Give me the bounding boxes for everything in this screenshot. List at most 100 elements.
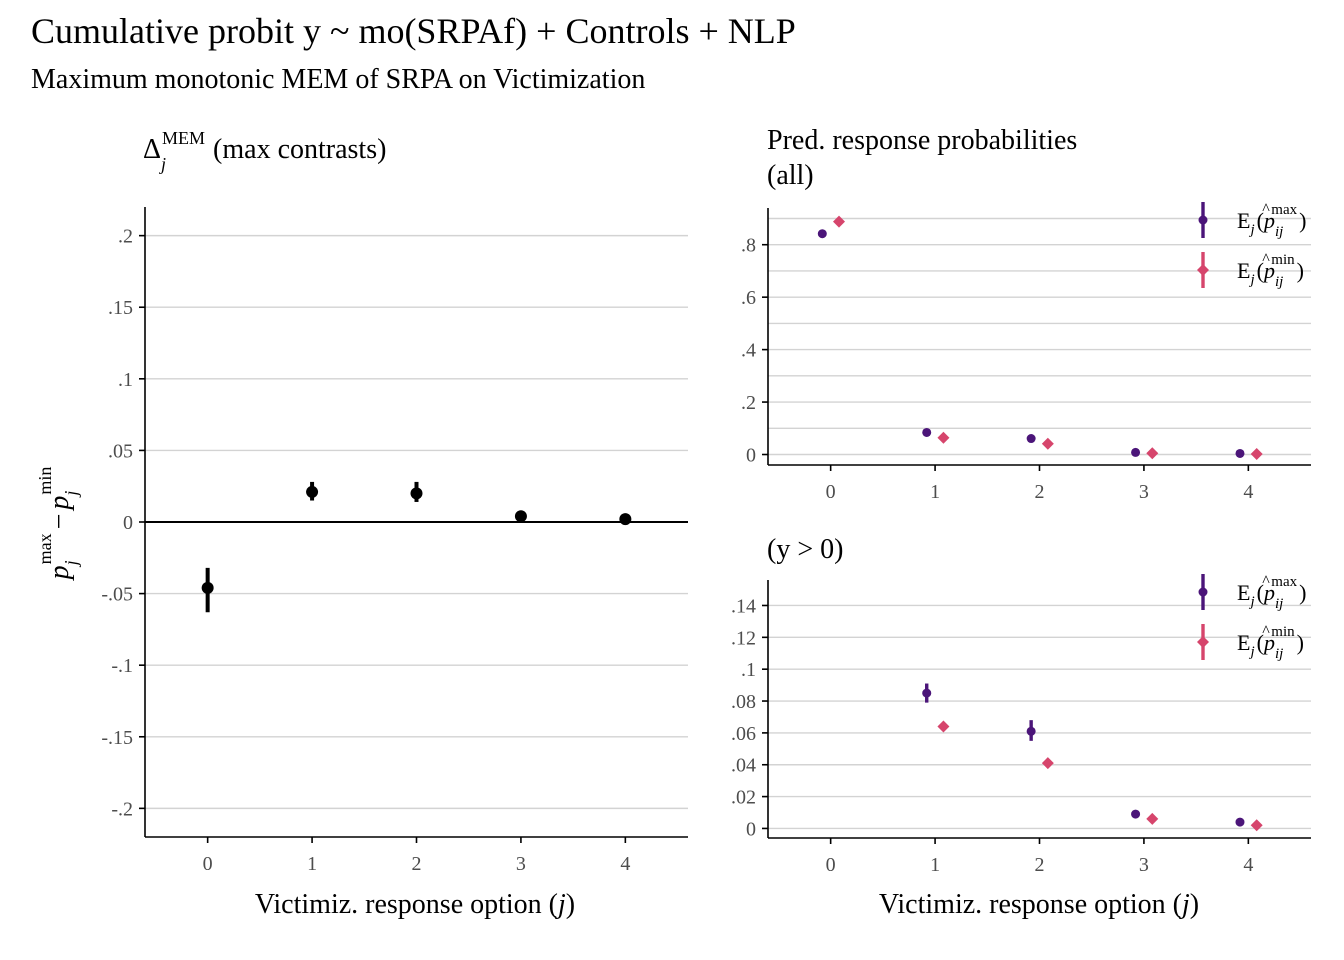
legend-hat: ^ [1262, 251, 1270, 268]
axes [762, 580, 1311, 844]
data-marks [817, 215, 1263, 460]
x-tick-labels: 0 1 2 3 4 [826, 854, 1254, 876]
point-max [1131, 809, 1141, 819]
y-axis-label: pjmax−pjmin [35, 467, 81, 582]
point-min [1041, 437, 1054, 450]
y-tick-label: .2 [118, 226, 133, 248]
point-max [1026, 434, 1036, 444]
point-min [1250, 447, 1263, 460]
x-axis-label: Victimiz. response option (j) [255, 889, 575, 920]
point-min [937, 431, 950, 444]
x-tick-label: 3 [1139, 854, 1149, 876]
legend-label-max: Ej(pijmax) [1237, 202, 1306, 240]
legend-hat: ^ [1262, 201, 1270, 218]
legend-key-dot [1198, 587, 1208, 597]
point-min [1250, 819, 1263, 832]
x-tick-label: 2 [412, 853, 422, 875]
point-contrast [514, 510, 527, 523]
y-tick-labels: .8 .6 .4 .2 0 [741, 235, 756, 467]
point-min [833, 215, 846, 228]
x-tick-label: 1 [930, 854, 940, 876]
panel-title-all: Pred. response probabilities [767, 125, 1077, 156]
y-tick-label: .1 [118, 369, 133, 391]
figure-subtitle: Maximum monotonic MEM of SRPA on Victimi… [31, 64, 645, 95]
y-tick-label: .6 [741, 287, 756, 309]
panel-title-positive: (y > 0) [767, 534, 843, 565]
point-min [937, 720, 950, 733]
point-contrast [201, 581, 214, 594]
y-tick-label: -.05 [101, 584, 133, 606]
x-tick-label: 3 [516, 853, 526, 875]
panel-max-contrasts: ΔjMEM (max contrasts) .2 .15 .1 .05 0 -.05 -.1 -… [35, 128, 688, 920]
x-tick-label: 0 [826, 854, 836, 876]
point-max [922, 427, 932, 437]
y-tick-label: .14 [731, 595, 756, 617]
y-tick-label: -.1 [111, 655, 133, 677]
point-max [1131, 447, 1141, 457]
x-tick-label: 4 [1243, 854, 1253, 876]
legend-hat: ^ [1262, 623, 1270, 640]
y-tick-label: .05 [108, 440, 133, 462]
y-tick-label: .2 [741, 392, 756, 414]
legend: Ej(pijmax)^Ej(pijmin)^ [1197, 573, 1306, 662]
legend-label-min: Ej(pijmin) [1237, 252, 1304, 290]
panel-all-probabilities: Pred. response probabilities (all) .8 .6.… [741, 125, 1311, 503]
x-tick-label: 4 [1243, 481, 1253, 503]
point-max [1235, 448, 1245, 458]
x-tick-label: 1 [307, 853, 317, 875]
point-min [1146, 812, 1159, 825]
x-tick-label: 3 [1139, 481, 1149, 503]
y-tick-label: .8 [741, 235, 756, 257]
point-contrast [410, 487, 423, 500]
legend-key-dot [1198, 215, 1208, 225]
x-tick-label: 2 [1035, 481, 1045, 503]
y-tick-label: .4 [741, 340, 756, 362]
y-tick-label: .1 [741, 659, 756, 681]
x-tick-label: 2 [1035, 854, 1045, 876]
y-tick-labels: .2 .15 .1 .05 0 -.05 -.1 -.15 -.2 [101, 226, 133, 821]
y-tick-label: 0 [123, 512, 133, 534]
legend-key-diamond [1197, 264, 1209, 276]
legend-label-min: Ej(pijmin) [1237, 624, 1304, 662]
panel-title-max-contrasts: ΔjMEM (max contrasts) [143, 128, 386, 174]
axes [139, 207, 688, 843]
point-max [817, 229, 827, 239]
y-tick-label: .06 [731, 723, 756, 745]
y-tick-label: 0 [746, 818, 756, 840]
x-tick-label: 0 [203, 853, 213, 875]
axes [762, 208, 1311, 471]
point-min [1041, 757, 1054, 770]
x-axis-label: Victimiz. response option (j) [879, 889, 1199, 920]
x-tick-label: 1 [930, 481, 940, 503]
gridlines [768, 217, 1311, 456]
point-max [1026, 726, 1036, 736]
data-marks [922, 683, 1263, 832]
panel-positive-probabilities: (y > 0) .14 .12 .1 .08 .06 .04 .02 0 0 1 2 3 4 Ej(p… [731, 534, 1311, 920]
x-tick-label: 4 [620, 853, 630, 875]
legend-hat: ^ [1262, 573, 1270, 590]
x-tick-label: 0 [826, 481, 836, 503]
y-tick-label: -.2 [111, 798, 133, 820]
figure-title: Cumulative probit y ~ mo(SRPAf) + Contro… [31, 11, 796, 51]
y-tick-label: -.15 [101, 727, 133, 749]
legend-key-diamond [1197, 636, 1209, 648]
y-tick-label: .04 [731, 755, 756, 777]
y-tick-label: .12 [731, 627, 756, 649]
y-tick-label: 0 [746, 445, 756, 467]
x-tick-labels: 0 1 2 3 4 [203, 853, 631, 875]
legend-label-max: Ej(pijmax) [1237, 574, 1306, 612]
y-tick-labels: .14 .12 .1 .08 .06 .04 .02 0 [731, 595, 756, 840]
point-contrast [306, 485, 319, 498]
panel-title-all-sub: (all) [767, 160, 814, 191]
point-max [1235, 817, 1245, 827]
point-min [1146, 447, 1159, 460]
point-contrast [619, 513, 632, 526]
data-marks [201, 481, 632, 613]
point-max [922, 688, 932, 698]
y-tick-label: .02 [731, 787, 756, 809]
legend: Ej(pijmax)^Ej(pijmin)^ [1197, 201, 1306, 290]
y-tick-label: .08 [731, 691, 756, 713]
gridlines [768, 604, 1311, 830]
x-tick-labels: 0 1 2 3 4 [826, 481, 1254, 503]
